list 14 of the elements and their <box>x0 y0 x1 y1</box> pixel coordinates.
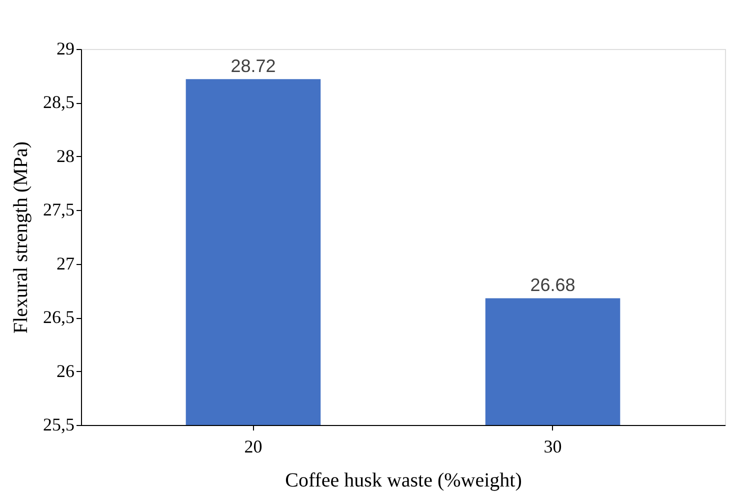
y-axis-title: Flexural strength (MPa) <box>10 141 32 334</box>
y-tick-label: 29 <box>56 38 74 58</box>
y-tick-label: 27,5 <box>43 200 74 220</box>
y-tick-label: 28,5 <box>43 92 74 112</box>
y-tick-label: 28 <box>56 146 74 166</box>
data-label: 28.72 <box>230 56 276 76</box>
x-tick-label: 20 <box>244 436 262 456</box>
x-tick-label: 30 <box>544 436 562 456</box>
y-tick-label: 26 <box>56 360 74 381</box>
x-axis-title: Coffee husk waste (%weight) <box>285 470 522 492</box>
y-tick-label: 26,5 <box>43 307 74 328</box>
y-tick-label: 25,5 <box>43 414 74 434</box>
y-tick-label: 27 <box>56 253 74 274</box>
data-label: 26.68 <box>530 275 576 296</box>
